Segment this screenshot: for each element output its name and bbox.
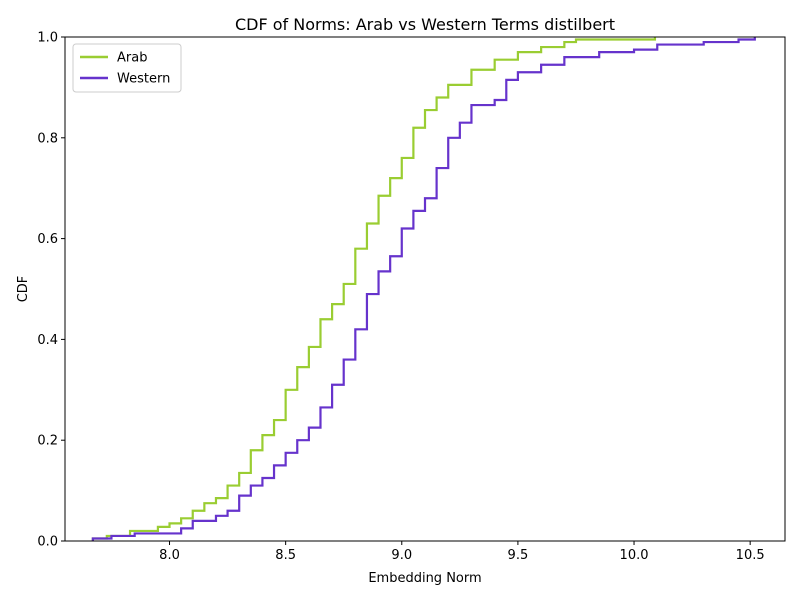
series-layer [91, 37, 756, 541]
y-axis-label: CDF [16, 276, 31, 303]
x-axis: 8.0 8.5 9.0 9.5 10.0 10.5 [159, 541, 765, 563]
y-tick-label: 0.0 [37, 535, 58, 550]
series-line-western [91, 37, 756, 541]
x-tick-label: 9.0 [391, 548, 412, 563]
series-line-arab [91, 37, 657, 541]
y-tick-label: 1.0 [37, 31, 58, 46]
x-tick-label: 9.5 [508, 548, 529, 563]
x-tick-label: 10.0 [620, 548, 649, 563]
y-axis: 0.0 0.2 0.4 0.6 0.8 1.0 [37, 31, 65, 550]
y-tick-label: 0.8 [37, 131, 58, 146]
legend: Arab Western [72, 43, 182, 93]
plot-frame [64, 36, 786, 542]
x-tick-label: 8.0 [159, 548, 180, 563]
y-tick-label: 0.6 [37, 232, 58, 247]
legend-label-arab: Arab [117, 51, 147, 66]
legend-label-western: Western [117, 72, 170, 87]
chart-title: CDF of Norms: Arab vs Western Terms dist… [235, 15, 615, 34]
x-axis-label: Embedding Norm [368, 571, 481, 586]
x-tick-label: 8.5 [275, 548, 296, 563]
y-tick-label: 0.4 [37, 333, 58, 348]
y-tick-label: 0.2 [37, 434, 58, 449]
x-tick-label: 10.5 [736, 548, 765, 563]
